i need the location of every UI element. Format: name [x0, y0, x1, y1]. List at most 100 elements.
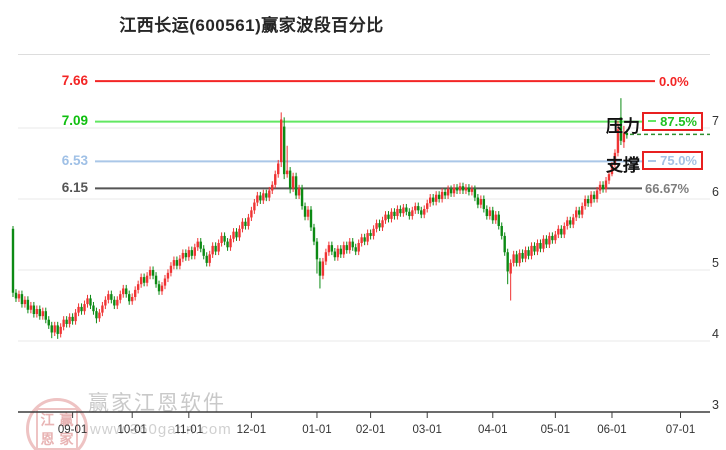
candle-body [303, 206, 307, 217]
candle-body [557, 228, 560, 235]
candle-body [297, 188, 301, 196]
candle-body [354, 247, 357, 252]
candle-body [363, 237, 366, 242]
candle-body [101, 305, 104, 313]
candle-body [580, 206, 584, 215]
candle-body [232, 231, 235, 239]
candle-body [548, 235, 551, 245]
candle-body [107, 294, 110, 300]
candle-body [50, 325, 53, 333]
candle-body [360, 237, 363, 244]
candle-body [378, 223, 381, 228]
candle-body [583, 199, 587, 207]
candle-body [592, 194, 596, 199]
candle-body [306, 209, 310, 217]
candle-body [280, 119, 283, 163]
candle-body [387, 214, 390, 219]
watermark-seal: 江 赢 恩 家 [26, 398, 88, 450]
candle-body [65, 319, 68, 324]
candle-body [622, 132, 626, 143]
candle-body [154, 275, 158, 285]
candle-body [142, 277, 146, 283]
candle-body [339, 248, 342, 255]
candle-body [309, 209, 313, 228]
candle-body [23, 299, 27, 305]
candle-body [375, 223, 378, 229]
candle-body [500, 225, 503, 236]
candle-body [607, 174, 611, 181]
candle-body [133, 289, 137, 297]
candle-body [610, 164, 614, 175]
candle-body [98, 312, 101, 319]
candle-body [542, 238, 545, 249]
candle-body [455, 187, 459, 191]
candle-body [95, 311, 98, 319]
candle-body [139, 277, 143, 285]
candle-body [414, 206, 417, 211]
candle-body [604, 180, 608, 190]
candle-body [110, 294, 113, 300]
candle-body [598, 184, 602, 191]
candle-body [26, 299, 30, 310]
candle-body [193, 247, 196, 256]
candle-body [351, 241, 354, 248]
candle-body [56, 325, 59, 334]
candle-body [458, 186, 462, 191]
seal-char: 恩 [40, 430, 55, 447]
candle-body [86, 298, 89, 305]
candle-body [74, 312, 77, 322]
candle-body [560, 228, 563, 235]
candle-body [41, 311, 44, 317]
watermark-brand-text: 赢家江恩软件 [88, 392, 226, 415]
seal-char: 赢 [59, 411, 74, 428]
candle-body [181, 252, 185, 259]
candle-body [14, 292, 18, 299]
candle-body [595, 190, 599, 199]
candle-body [333, 251, 337, 258]
candle-body [446, 189, 450, 196]
candle-body [384, 214, 387, 221]
candle-body [300, 188, 304, 207]
candle-body [253, 202, 256, 211]
candle-body [274, 174, 277, 185]
candle-body [321, 261, 325, 276]
candle-body [235, 231, 238, 238]
candle-body [396, 208, 399, 217]
candle-body [515, 254, 518, 263]
candle-body [485, 208, 489, 217]
candle-body [449, 189, 453, 194]
candle-body [509, 262, 512, 274]
candle-body [491, 210, 494, 221]
candle-body [399, 208, 402, 214]
candle-body [68, 316, 71, 324]
candle-body [208, 254, 211, 263]
candle-body [166, 272, 170, 279]
candle-body [238, 228, 241, 238]
candle-body [32, 305, 36, 315]
candle-body [381, 220, 384, 228]
candle-body [157, 284, 161, 292]
candle-body [473, 189, 477, 198]
candle-body [572, 217, 575, 225]
candle-body [518, 252, 521, 263]
seal-char: 家 [59, 430, 74, 447]
candle-body [616, 129, 620, 153]
candle-body [268, 190, 271, 198]
candle-body [369, 233, 372, 236]
candle-body [613, 152, 617, 165]
candle-body [539, 243, 542, 249]
candle-body [372, 228, 375, 236]
candle-body [241, 221, 244, 229]
candle-body [247, 217, 250, 226]
candle-body [536, 243, 539, 252]
candle-body [563, 225, 566, 235]
candle-body [423, 208, 426, 215]
candle-body [357, 243, 360, 252]
candle-body [586, 199, 590, 204]
candle-body [92, 305, 95, 312]
candle-body [393, 211, 396, 217]
candle-body [11, 228, 15, 293]
candle-body [312, 227, 316, 242]
